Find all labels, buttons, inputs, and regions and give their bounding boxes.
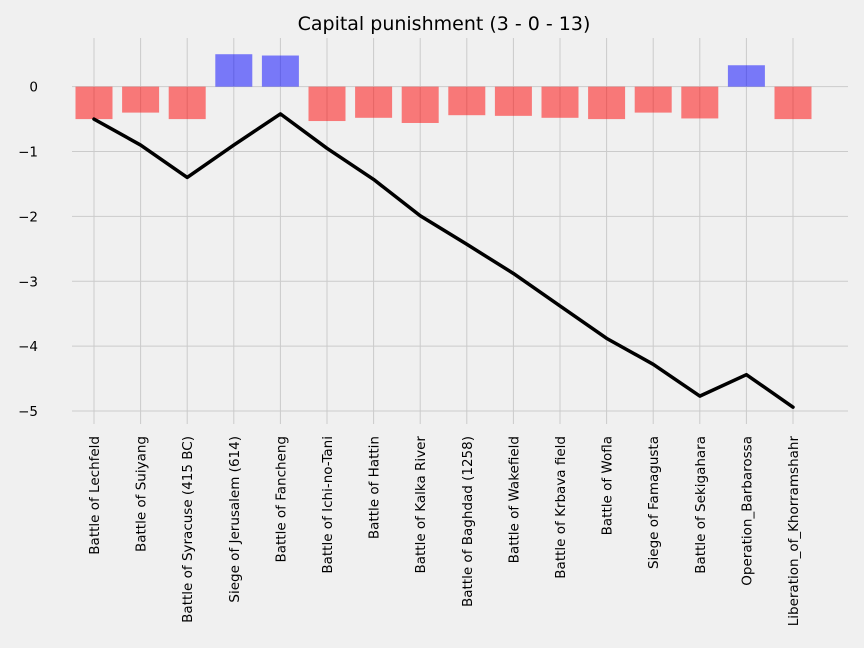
- x-tick-label: Battle of Ichi-no-Tani: [320, 436, 336, 574]
- cumulative-line: [92, 112, 795, 409]
- x-tick-label: Battle of Hattin: [367, 436, 383, 539]
- y-tick-label: 0: [29, 80, 38, 96]
- bar: [75, 86, 113, 120]
- y-axis-ticks: 0 −1 −2 −3 −4 −5: [18, 80, 38, 420]
- bar: [355, 86, 393, 118]
- x-tick-label: Siege of Famagusta: [646, 436, 662, 569]
- bar: [541, 86, 579, 118]
- bar: [774, 86, 812, 120]
- y-tick-label: −4: [18, 339, 38, 355]
- bar: [261, 55, 299, 87]
- bar: [215, 54, 253, 87]
- bar: [494, 86, 532, 116]
- x-tick-label: Liberation_of_Khorramshahr: [786, 436, 802, 627]
- y-tick-label: −2: [18, 209, 38, 225]
- y-tick-label: −3: [18, 274, 38, 290]
- bar: [401, 86, 439, 123]
- x-tick-label: Siege of Jerusalem (614): [227, 436, 243, 603]
- x-tick-label: Battle of Baghdad (1258): [460, 436, 476, 607]
- x-tick-label: Operation_Barbarossa: [739, 436, 755, 586]
- bars: [75, 54, 812, 123]
- x-tick-label: Battle of Fancheng: [273, 436, 289, 563]
- bar: [681, 86, 719, 119]
- x-axis-ticks: Battle of Lechfeld Battle of Suiyang Battl…: [87, 436, 802, 627]
- x-tick-label: Battle of Wofla: [600, 436, 616, 535]
- x-tick-label: Battle of Wakefield: [506, 436, 522, 563]
- x-tick-label: Battle of Kalka River: [413, 436, 429, 574]
- x-tick-label: Battle of Sekigahara: [693, 436, 709, 574]
- x-tick-label: Battle of Lechfeld: [87, 436, 103, 555]
- y-tick-label: −5: [18, 404, 38, 420]
- y-tick-label: −1: [18, 145, 38, 161]
- bar: [168, 86, 206, 120]
- bar: [634, 86, 672, 113]
- x-tick-label: Battle of Suiyang: [134, 436, 150, 552]
- bar: [308, 86, 346, 122]
- bar: [727, 65, 765, 87]
- x-tick-label: Battle of Krbava field: [553, 436, 569, 579]
- bar: [588, 86, 626, 120]
- bar: [122, 86, 160, 113]
- bar: [448, 86, 486, 116]
- chart-title: Capital punishment (3 - 0 - 13): [298, 13, 591, 35]
- x-tick-label: Battle of Syracuse (415 BC): [180, 436, 196, 623]
- line-series: [92, 112, 795, 409]
